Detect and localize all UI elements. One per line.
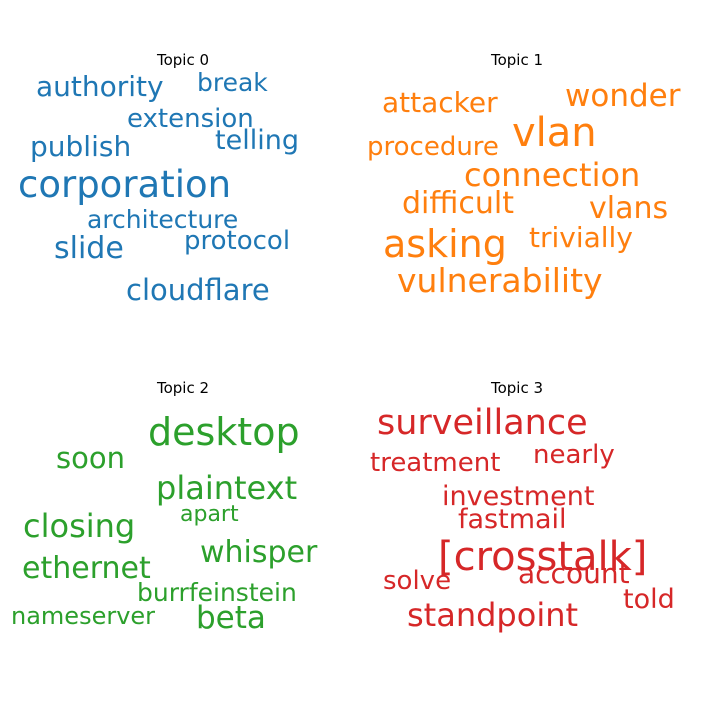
topic-0-word: cloudflare xyxy=(126,273,270,307)
topic-2-panel: Topic 2 desktop plaintext closing ethernet w… xyxy=(0,328,360,688)
topic-3-word: solve xyxy=(383,566,452,596)
topic-2-word: ethernet xyxy=(22,551,151,586)
topic-2-word: nameserver xyxy=(11,602,156,630)
topic-2-word: closing xyxy=(23,507,136,545)
topic-3-word: [crosstalk] xyxy=(438,534,648,580)
topic-1-word: attacker xyxy=(382,86,498,119)
topic-2-word: desktop xyxy=(148,410,300,454)
topic-2-word: whisper xyxy=(200,535,318,570)
topic-2-word: apart xyxy=(180,502,239,527)
topic-3-word: told xyxy=(623,584,675,615)
topic-0-word: publish xyxy=(30,130,132,163)
topic-1-word: connection xyxy=(464,156,641,194)
topic-0-word: extension xyxy=(127,104,254,134)
topic-3-word: standpoint xyxy=(407,596,579,634)
topic-1-word: difficult xyxy=(402,186,514,221)
topic-3-word: surveillance xyxy=(377,403,588,443)
topic-0-panel: Topic 0 corporation cloudflare slide archit… xyxy=(0,0,360,360)
topic-3-word: account xyxy=(518,557,630,590)
topic-0-word: protocol xyxy=(184,226,291,256)
topic-3-panel: Topic 3 [crosstalk] surveillance standpoin… xyxy=(360,328,720,688)
topic-1-word: vlans xyxy=(589,191,669,226)
topic-1-word: trivially xyxy=(529,221,633,254)
topic-2-word: plaintext xyxy=(156,469,298,507)
topic-1-word: asking xyxy=(383,222,507,266)
topic-2-word: burrfeinstein xyxy=(137,578,297,607)
topic-0-word: telling xyxy=(215,125,299,156)
topic-3-word: fastmail xyxy=(458,504,567,535)
topic-3-word: treatment xyxy=(370,448,501,478)
topic-0-word: authority xyxy=(36,70,164,103)
topic-0-word: architecture xyxy=(87,205,239,234)
topic-1-word: vlan xyxy=(512,110,597,156)
topic-0-word: corporation xyxy=(18,163,232,206)
topic-2-word: beta xyxy=(196,600,266,636)
topic-3-word: investment xyxy=(442,481,595,512)
topic-0-word: slide xyxy=(54,231,124,266)
topic-1-panel: Topic 1 vlan asking vulnerability connectio… xyxy=(360,0,720,360)
topic-2-title: Topic 2 xyxy=(156,379,210,397)
topic-1-word: wonder xyxy=(565,78,681,114)
topic-3-word: nearly xyxy=(533,440,615,470)
topic-0-title: Topic 0 xyxy=(156,51,210,69)
topic-1-word: vulnerability xyxy=(397,261,603,300)
topic-1-title: Topic 1 xyxy=(490,51,544,69)
topic-1-word: procedure xyxy=(367,132,499,162)
topic-3-title: Topic 3 xyxy=(490,379,544,397)
topic-2-word: soon xyxy=(56,441,125,475)
topic-0-word: break xyxy=(197,68,268,97)
